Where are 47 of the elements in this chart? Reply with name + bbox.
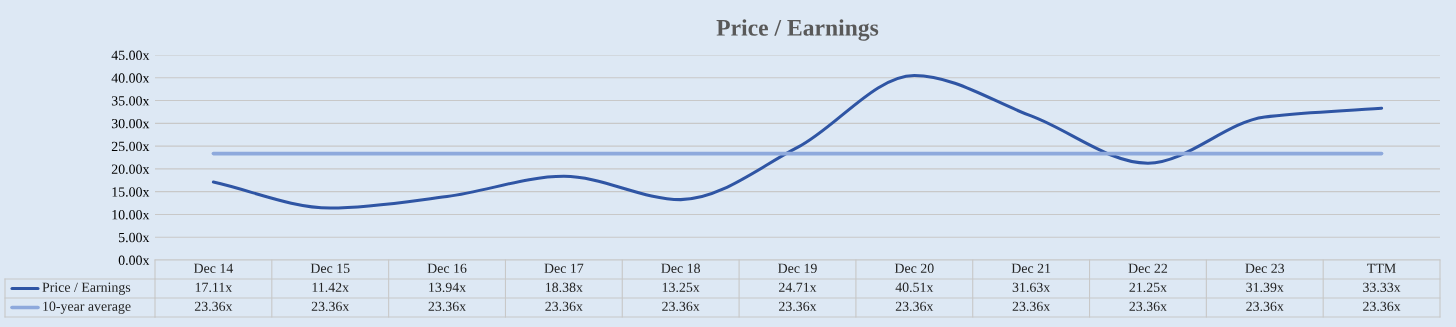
data-label: 18.38x (545, 282, 583, 293)
x-tick-label: Dec 14 (193, 263, 234, 273)
data-label: 23.36x (1012, 301, 1051, 312)
x-tick-label: Dec 23 (1245, 263, 1285, 273)
data-label: 13.94x (429, 282, 466, 293)
y-tick-label: 10.00x (112, 210, 150, 220)
data-label: 23.36x (1129, 301, 1167, 312)
x-tick-label: TTM (1367, 263, 1396, 273)
y-tick-label: 35.00x (111, 96, 150, 106)
x-tick-label: Dec 22 (1128, 263, 1168, 273)
y-tick-label: 0.00x (118, 255, 150, 266)
x-tick-label: Dec 19 (778, 263, 817, 273)
data-label: 17.11x (195, 282, 233, 293)
data-label: 24.71x (779, 282, 817, 293)
data-label: 23.36x (662, 301, 700, 312)
data-label: 23.36x (895, 301, 934, 312)
y-tick-label: 20.00x (111, 164, 150, 174)
x-tick-label: Dec 16 (427, 263, 467, 273)
y-tick-label: 40.00x (111, 73, 150, 83)
data-label: 23.36x (779, 301, 817, 312)
line-series (211, 73, 1384, 210)
data-label: 23.36x (194, 301, 233, 312)
y-tick-label: 15.00x (112, 187, 150, 197)
data-label: 13.25x (662, 282, 700, 293)
data-label: 23.36x (1363, 301, 1401, 312)
data-label: 23.36x (311, 301, 350, 312)
data-label: 23.36x (428, 301, 466, 312)
data-label: 40.51x (895, 282, 934, 293)
data-label: 31.39x (1246, 282, 1284, 293)
y-tick-label: 30.00x (111, 118, 150, 129)
x-tick-label: Dec 15 (310, 263, 350, 273)
x-tick-label: Dec 20 (894, 263, 934, 273)
legend-label: 10-year average (43, 301, 131, 314)
data-label: 11.42x (312, 282, 349, 293)
x-tick-label: Dec 21 (1011, 263, 1051, 273)
y-tick-label: 25.00x (111, 141, 150, 152)
data-label: 23.36x (545, 301, 583, 312)
chart-title: Price / Earnings (716, 19, 879, 41)
data-label: 31.63x (1012, 282, 1051, 293)
data-label: 23.36x (1246, 301, 1284, 312)
legend-label: Price / Earnings (42, 282, 131, 295)
y-tick-label: 45.00x (111, 50, 150, 61)
y-tick-label: 5.00x (119, 232, 150, 243)
data-label: 21.25x (1129, 282, 1167, 293)
data-label: 33.33x (1363, 282, 1401, 293)
x-tick-label: Dec 17 (544, 263, 584, 273)
x-tick-label: Dec 18 (661, 263, 701, 273)
